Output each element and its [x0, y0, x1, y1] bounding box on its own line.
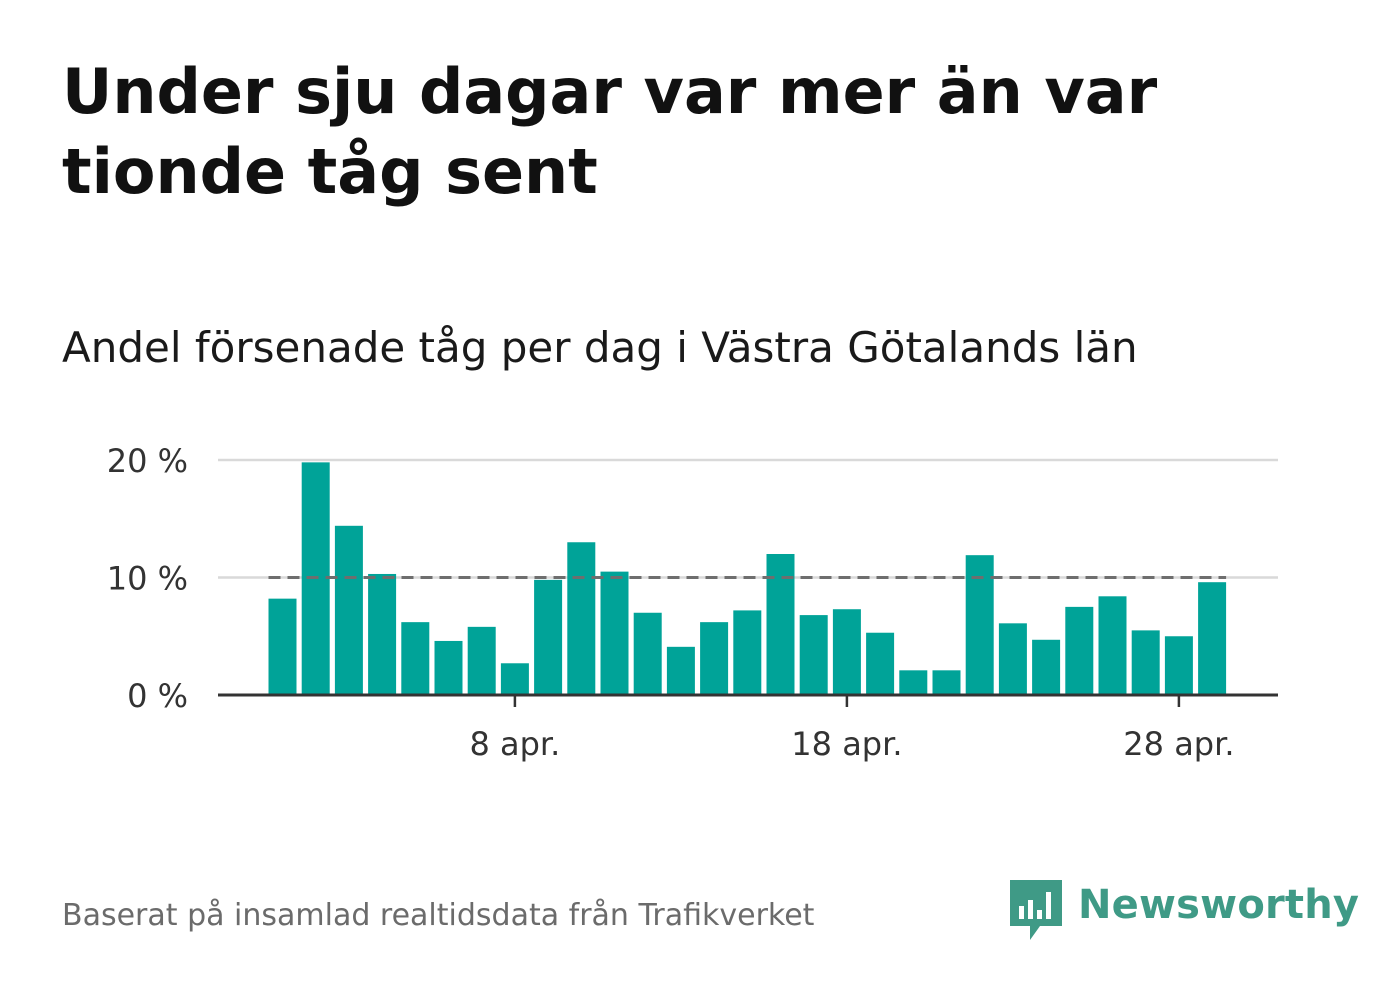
newsworthy-logo-icon [1010, 880, 1062, 940]
bar [600, 571, 629, 695]
bar [500, 663, 529, 695]
bar [1098, 596, 1127, 695]
bar [832, 609, 861, 695]
x-tick-label: 18 apr. [791, 725, 902, 763]
grid-layer [218, 458, 1278, 579]
y-tick-label: 20 % [107, 442, 188, 480]
bar [932, 670, 961, 695]
bar [567, 542, 596, 695]
bar [1032, 639, 1061, 695]
bar [1131, 630, 1160, 695]
bar [700, 622, 729, 695]
bar [1065, 606, 1094, 695]
bar [666, 646, 695, 695]
bar [799, 615, 828, 695]
chart-title: Under sju dagar var mer än var tionde tå… [62, 55, 1158, 208]
bar [998, 623, 1027, 695]
bar [766, 554, 795, 695]
bar [534, 579, 563, 695]
bar [866, 632, 895, 695]
newsworthy-logo: Newsworthy [1010, 876, 1359, 946]
x-tick-label: 8 apr. [469, 725, 560, 763]
y-tick-label: 10 % [107, 560, 188, 598]
bar [368, 573, 397, 695]
bar [268, 598, 297, 695]
bar-chart: 0 % 10 % 20 % 8 apr. 18 apr. 28 apr. [107, 442, 1278, 763]
newsworthy-logo-text: Newsworthy [1078, 882, 1360, 928]
bar [1198, 582, 1227, 695]
source-note: Baserat på insamlad realtidsdata från Tr… [62, 898, 815, 933]
y-tick-label: 0 % [127, 677, 188, 715]
bar [334, 525, 363, 695]
bar [434, 640, 463, 695]
bar [467, 626, 496, 695]
chart-subtitle: Andel försenade tåg per dag i Västra Göt… [62, 323, 1138, 372]
axis-layer: 0 % 10 % 20 % 8 apr. 18 apr. 28 apr. [107, 442, 1278, 763]
bar [401, 622, 430, 695]
bar-layer [268, 462, 1227, 695]
bar [733, 610, 762, 695]
bar [633, 612, 662, 695]
x-tick-label: 28 apr. [1123, 725, 1234, 763]
bar [1164, 636, 1193, 695]
bar [899, 670, 928, 695]
